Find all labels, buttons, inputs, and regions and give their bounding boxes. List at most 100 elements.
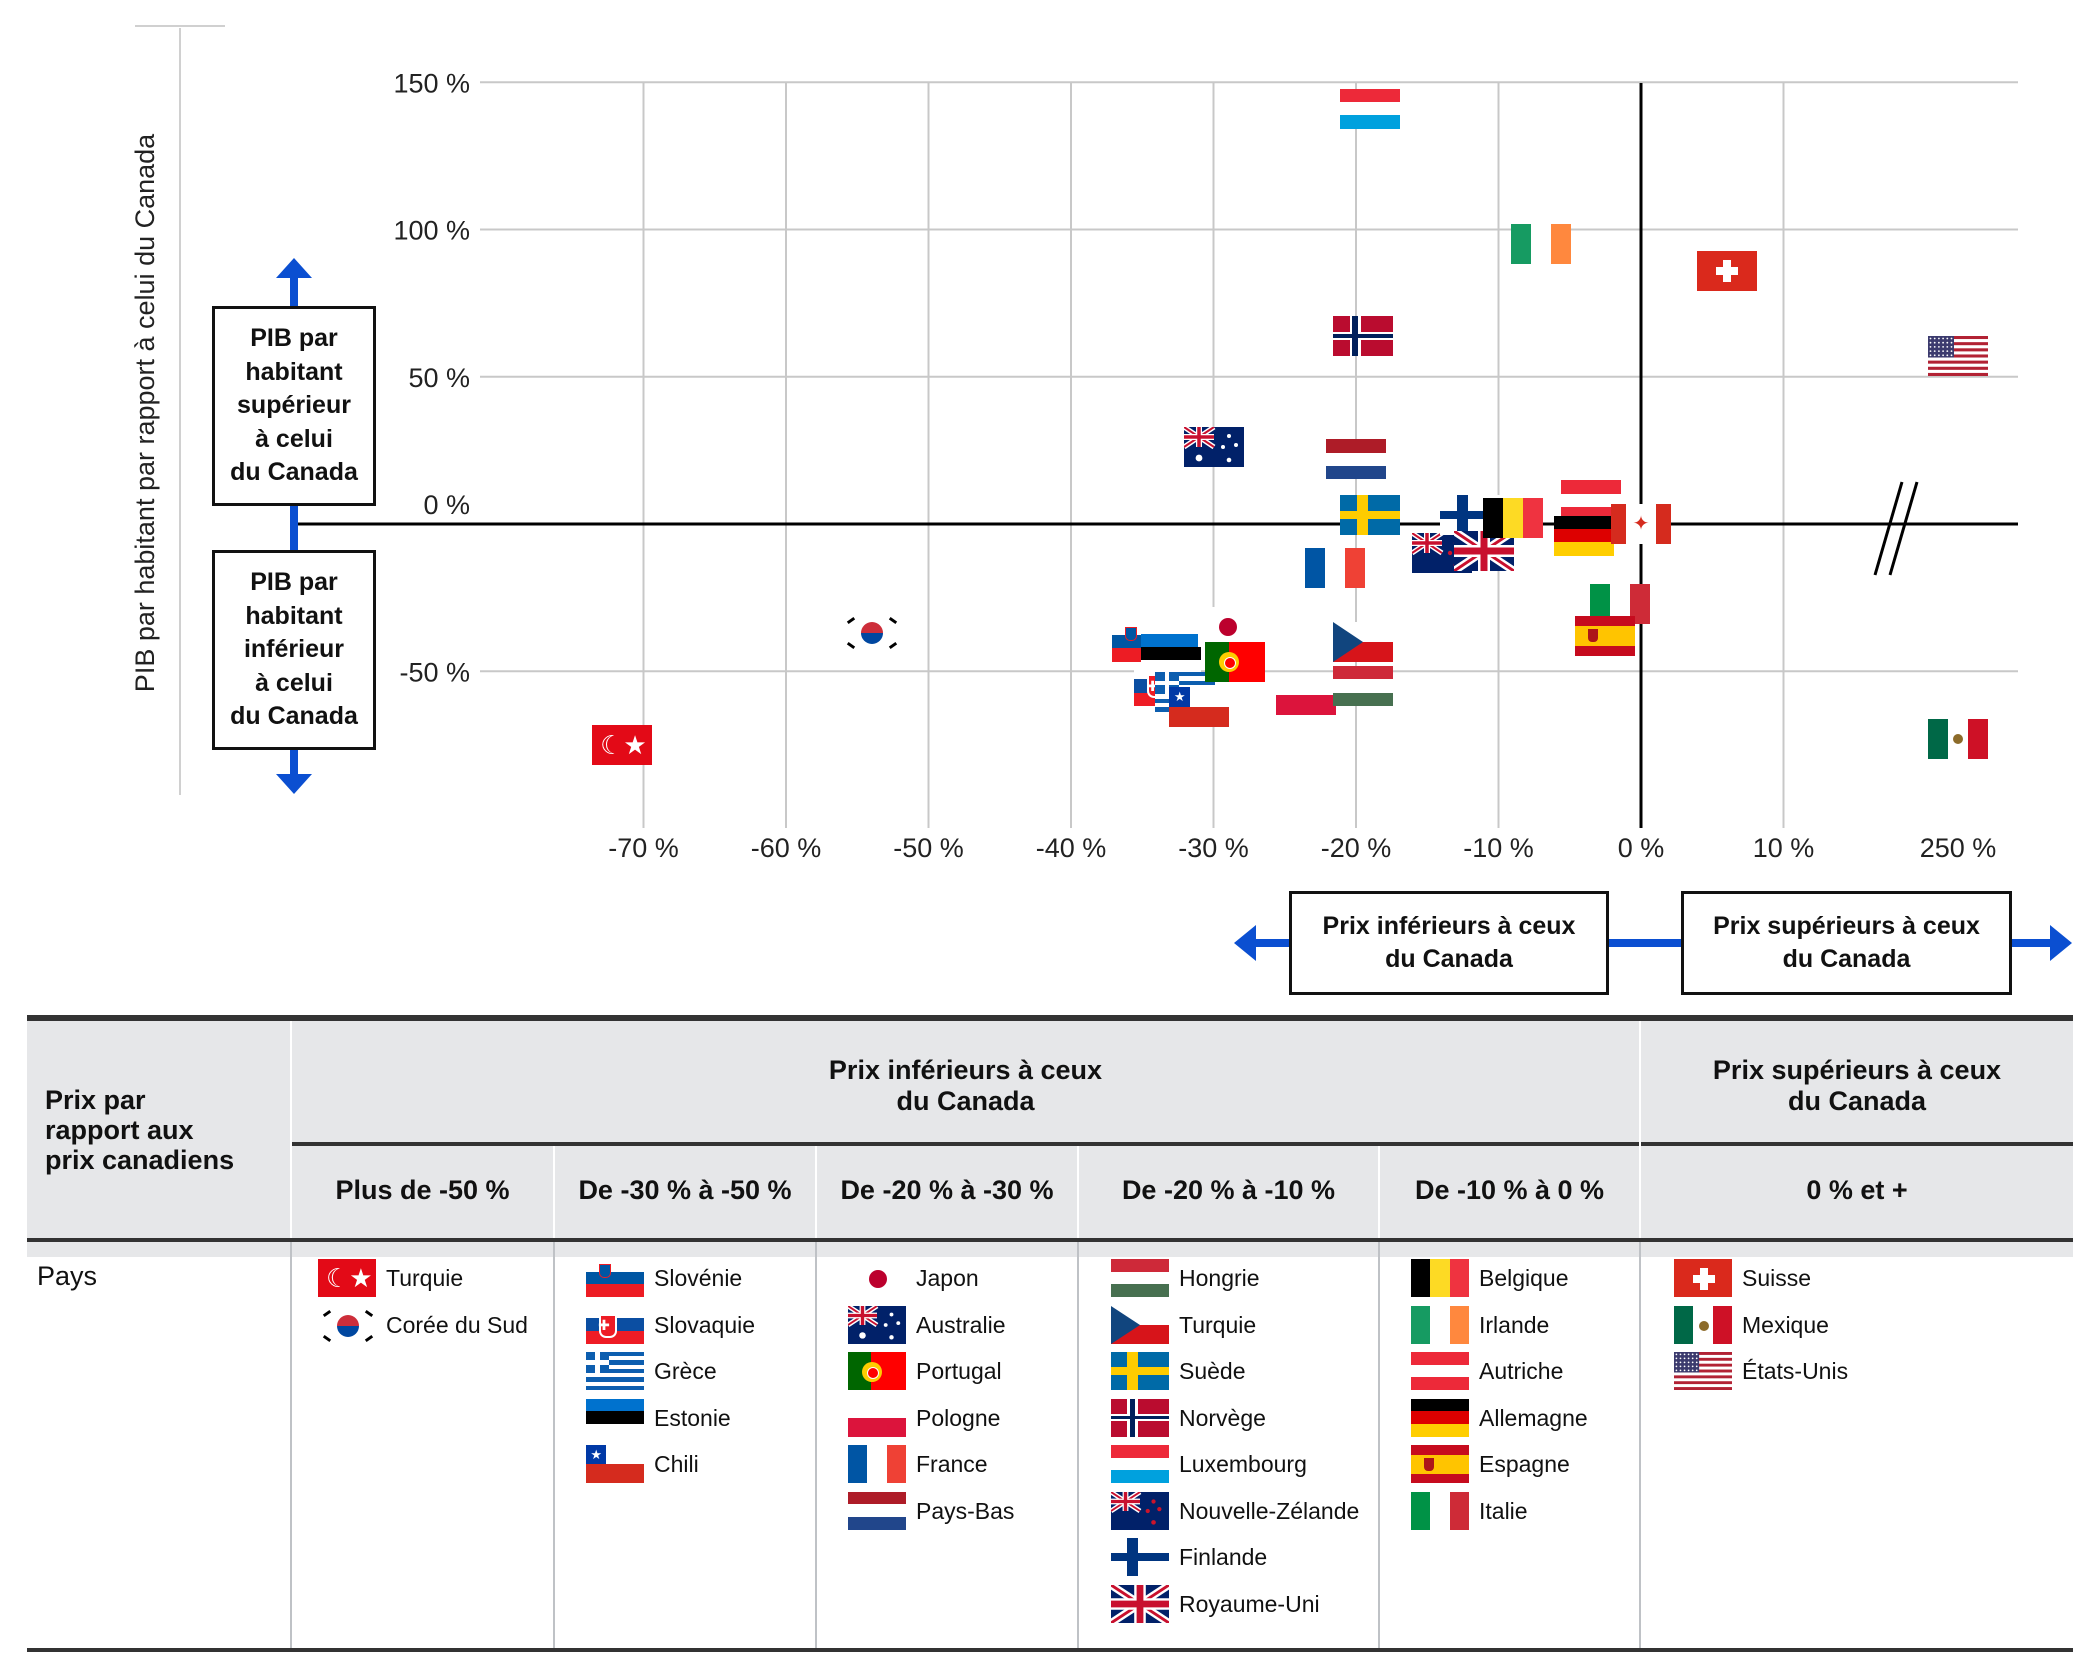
france-flag-marker (1304, 548, 1365, 589)
belgium-flag-marker (1482, 498, 1543, 539)
country-name: Luxembourg (1179, 1451, 1307, 1477)
x-tick-label: 10 % (1753, 833, 1815, 863)
usa-flag-icon (1674, 1352, 1732, 1390)
country-name: France (916, 1451, 988, 1477)
finland-flag-icon (1111, 1538, 1169, 1576)
canada-flag-marker: ✦ (1611, 504, 1671, 544)
mexico-flag-icon (1674, 1305, 1732, 1344)
country-name: Grèce (654, 1358, 717, 1384)
header-separator (290, 1142, 2073, 1146)
korea-flag-marker (841, 612, 902, 653)
country-name: Suisse (1742, 1265, 1812, 1291)
group-header-lower: Prix inférieurs à ceux du Canada (828, 1055, 1103, 1116)
x-tick-label: -70 % (608, 833, 679, 863)
germany-flag-icon (1411, 1398, 1469, 1437)
luxembourg-flag-marker (1340, 88, 1401, 129)
hungary-flag-marker (1333, 665, 1394, 706)
column-header: De -10 % à 0 % (1414, 1175, 1605, 1205)
x-tick-label: -20 % (1321, 833, 1392, 863)
slovakia-flag-icon: ✚ (586, 1305, 644, 1344)
germany-flag-marker (1554, 515, 1614, 556)
ireland-flag-marker (1511, 224, 1572, 265)
country-name: Hongrie (1179, 1265, 1260, 1291)
gdp-lower-box: PIB par habitant inférieur à celui du Cana… (212, 550, 376, 750)
japan-flag-marker (1197, 607, 1258, 648)
estonia-flag-icon (586, 1398, 644, 1437)
country-name: Finlande (1179, 1544, 1268, 1570)
belgium-flag-icon (1411, 1259, 1469, 1297)
country-name: Mexique (1742, 1311, 1829, 1338)
column-header: De -20 % à -30 % (840, 1175, 1054, 1205)
table-corner-header: Prix par rapport aux prix canadiens (45, 1085, 235, 1175)
turkey-flag-marker: ☾★ (592, 724, 653, 765)
japan-flag-icon (848, 1259, 906, 1297)
czech-flag-icon (1111, 1305, 1169, 1344)
header-bottom-rule (27, 1238, 2073, 1242)
column-header: Plus de -50 % (335, 1175, 510, 1205)
slovenia-flag-icon (586, 1259, 644, 1297)
row-label-pays: Pays (37, 1261, 98, 1291)
price-higher-box: Prix supérieurs à ceux du Canada (1681, 891, 2012, 995)
czech-flag-marker (1333, 621, 1394, 662)
country-name: Japon (916, 1265, 979, 1291)
country-name: Slovaquie (654, 1311, 756, 1338)
x-tick-label: 250 % (1920, 833, 1997, 863)
country-name: Italie (1479, 1497, 1528, 1524)
country-name: Suède (1179, 1358, 1246, 1384)
portugal-flag-marker (1204, 642, 1265, 683)
y-tick-label: 150 % (393, 68, 470, 98)
axis-break-mark (1873, 481, 1904, 576)
portugal-flag-icon (848, 1352, 906, 1390)
country-name: Irlande (1479, 1311, 1550, 1338)
newzealand-flag-icon (1111, 1491, 1169, 1530)
y-axis-label: PIB par habitant par rapport à celui du … (130, 133, 160, 692)
group-header-higher: Prix supérieurs à ceux du Canada (1712, 1055, 2002, 1116)
austria-flag-icon (1411, 1352, 1469, 1390)
switzerland-flag-marker (1696, 250, 1757, 291)
france-flag-icon (848, 1445, 906, 1483)
y-tick-label: 50 % (408, 363, 470, 393)
norway-flag-marker (1333, 315, 1394, 356)
spain-flag-icon (1411, 1445, 1469, 1483)
y-tick-label: -50 % (399, 657, 470, 687)
switzerland-flag-icon (1674, 1259, 1732, 1297)
country-name: Royaume-Uni (1179, 1590, 1320, 1617)
x-tick-label: -50 % (893, 833, 964, 863)
australia-flag-icon (848, 1305, 906, 1344)
y-tick-label: 0 % (423, 490, 470, 520)
norway-flag-icon (1111, 1398, 1169, 1437)
country-name: Norvège (1179, 1404, 1266, 1431)
netherlands-flag-marker (1326, 439, 1386, 480)
usa-flag-marker (1928, 336, 1988, 377)
x-tick-label: -60 % (751, 833, 822, 863)
netherlands-flag-icon (848, 1491, 906, 1530)
mexico-flag-marker (1928, 718, 1988, 759)
country-name: Turquie (386, 1265, 464, 1291)
luxembourg-flag-icon (1111, 1445, 1169, 1483)
price-lower-box: Prix inférieurs à ceux du Canada (1289, 891, 1609, 995)
arrow-up-icon (276, 258, 312, 278)
country-name: Estonie (654, 1404, 731, 1431)
poland-flag-icon (848, 1398, 906, 1437)
country-name: Australie (916, 1311, 1006, 1338)
country-name: Allemagne (1479, 1404, 1588, 1431)
arrow-down-icon (276, 774, 312, 794)
country-name: Autriche (1479, 1358, 1564, 1384)
ireland-flag-icon (1411, 1305, 1469, 1344)
table-header-bg (27, 1021, 2073, 1257)
country-name: Espagne (1479, 1451, 1570, 1477)
country-name: Chili (654, 1451, 699, 1477)
spain-flag-marker (1575, 615, 1636, 656)
country-name: Slovénie (654, 1265, 743, 1291)
country-name: Pologne (916, 1404, 1001, 1431)
table-top-rule (27, 1015, 2073, 1021)
greece-flag-icon (586, 1352, 644, 1390)
chile-flag-marker: ★ (1169, 686, 1230, 727)
y-tick-label: 100 % (393, 216, 470, 246)
country-name: États-Unis (1742, 1358, 1849, 1384)
sweden-flag-marker (1340, 495, 1401, 536)
x-tick-label: 0 % (1618, 833, 1665, 863)
country-name: Belgique (1479, 1265, 1569, 1291)
italy-flag-icon (1411, 1491, 1469, 1530)
axis-break-mark (1888, 481, 1919, 576)
